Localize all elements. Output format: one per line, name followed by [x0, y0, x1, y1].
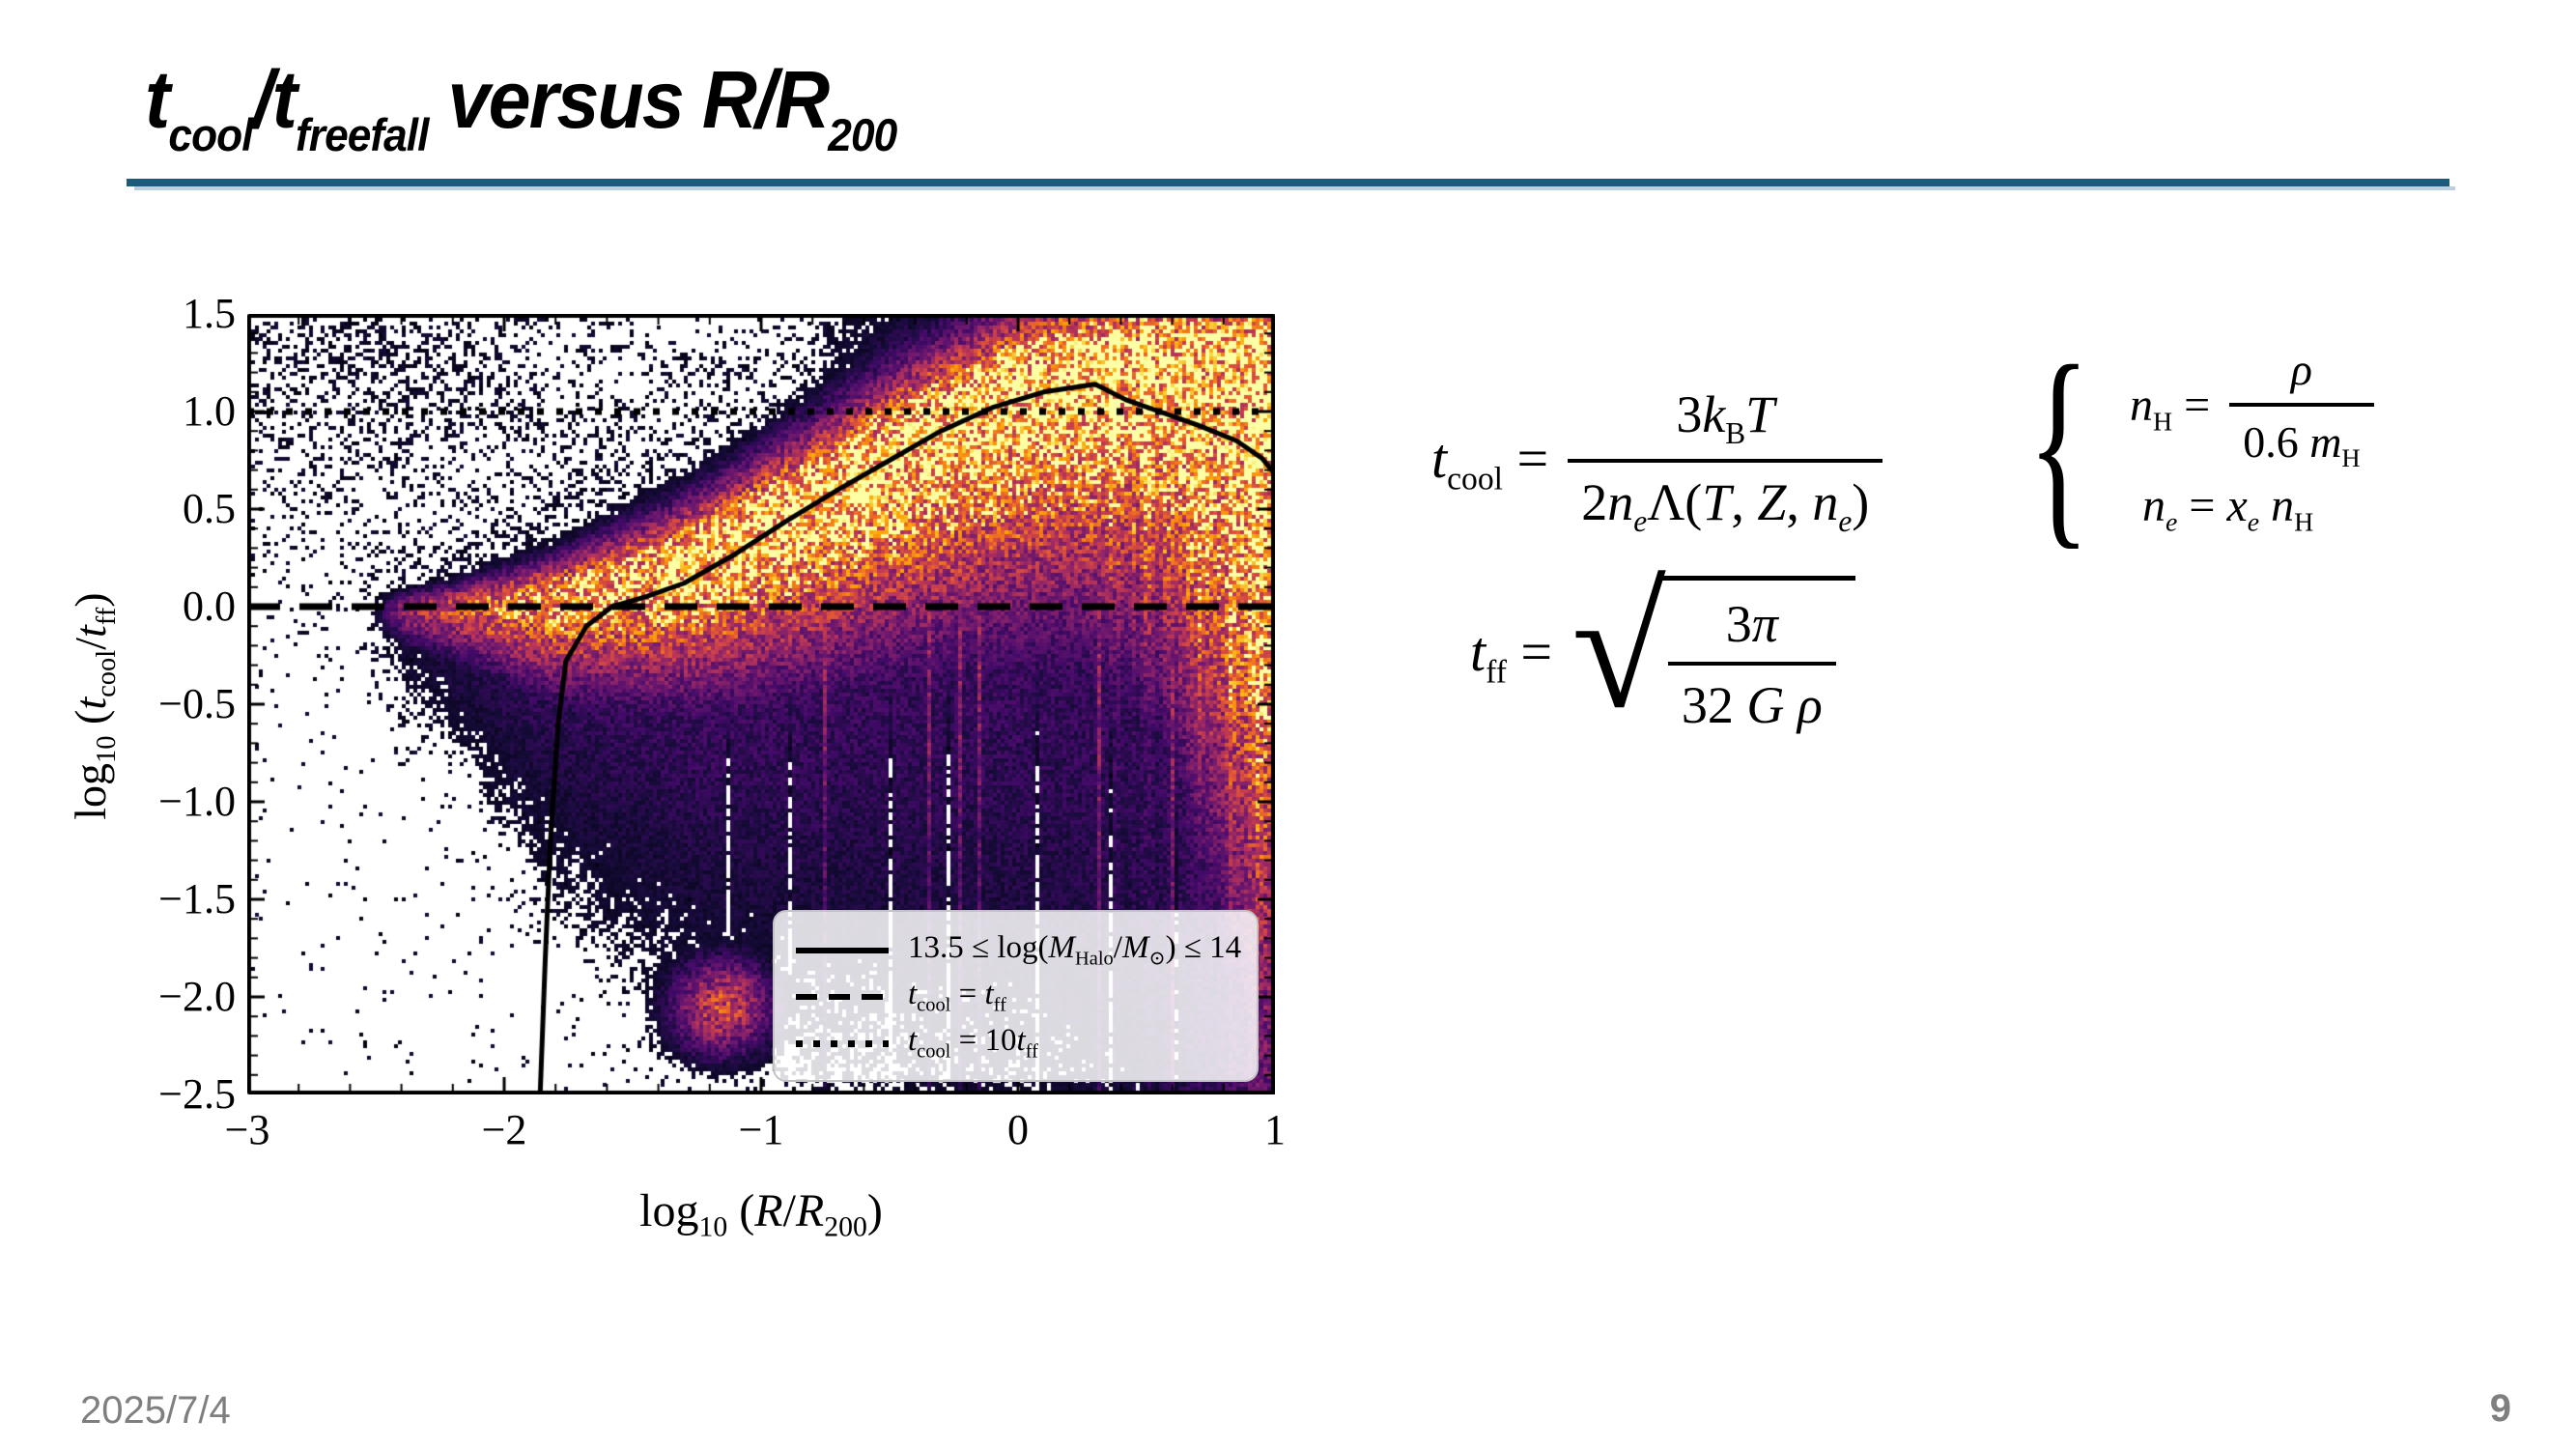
- tff-lhs: tff =: [1470, 620, 1553, 691]
- tcool-fraction: 3kBT 2neΛ(T, Z, ne): [1568, 384, 1883, 539]
- footer-date: 2025/7/4: [80, 1389, 231, 1432]
- tcool-numerator: 3kBT: [1676, 385, 1775, 450]
- brace-symbol: {: [2027, 321, 2090, 569]
- y-tick-label: −0.5: [158, 680, 236, 727]
- title-rule: [127, 179, 2449, 186]
- tff-fraction: 3π 32 G ρ: [1667, 594, 1836, 735]
- x-tick-label: −1: [738, 1106, 784, 1153]
- solid-line-icon: [796, 948, 889, 953]
- plot-legend: 13.5 ≤ log(MHalo/M⊙) ≤ 14 tcool = tff tc…: [773, 910, 1259, 1082]
- y-tick-label: 1.0: [183, 387, 236, 435]
- equation-ne: ne = xe nH: [2142, 479, 2333, 539]
- nH-numerator: ρ: [2290, 345, 2312, 394]
- y-tick-label: −1.5: [158, 875, 236, 923]
- tff-numerator: 3π: [1725, 595, 1778, 653]
- title-rule-shadow: [134, 186, 2455, 190]
- legend-entry-tcool-eq-10tff: tcool = 10tff: [796, 1020, 1257, 1066]
- slide-title: tcool/tfreefall versus R/R200: [145, 54, 897, 161]
- ne-line: ne = xe nH: [2142, 480, 2314, 538]
- legend-label: 13.5 ≤ log(MHalo/M⊙) ≤ 14: [908, 930, 1242, 970]
- x-tick-label: −2: [481, 1106, 527, 1153]
- equation-tff: tff = √ 3π 32 G ρ: [1470, 553, 1855, 744]
- footer-page-number: 9: [2489, 1387, 2511, 1430]
- y-tick-label: 0.5: [183, 485, 236, 532]
- nH-lhs: nH =: [2130, 380, 2211, 438]
- x-tick-label: 1: [1264, 1106, 1286, 1153]
- tcool-denominator: 2neΛ(T, Z, ne): [1568, 458, 1883, 539]
- legend-entry-tcool-eq-tff: tcool = tff: [796, 974, 1257, 1020]
- y-axis-label: log10 (tcool/tff): [65, 592, 123, 820]
- dashed-line-icon: [796, 994, 889, 1000]
- x-tick-label: 0: [1007, 1106, 1029, 1153]
- nH-denominator: 0.6 mH: [2229, 403, 2374, 473]
- y-tick-label: −2.5: [158, 1070, 236, 1118]
- y-tick-label: −1.0: [158, 778, 236, 825]
- tcool-lhs: tcool =: [1431, 426, 1549, 497]
- dotted-line-icon: [796, 1039, 889, 1047]
- y-tick-label: 0.0: [183, 582, 236, 630]
- legend-label: tcool = tff: [908, 977, 1006, 1016]
- square-root: √ 3π 32 G ρ: [1571, 553, 1855, 744]
- legend-entry-median: 13.5 ≤ log(MHalo/M⊙) ≤ 14: [796, 927, 1257, 974]
- radical-icon: √: [1571, 553, 1666, 744]
- equation-tcool: tcool = 3kBT 2neΛ(T, Z, ne): [1431, 384, 1883, 539]
- x-tick-label: −3: [224, 1106, 270, 1153]
- nH-fraction: ρ 0.6 mH: [2229, 344, 2374, 473]
- equation-nH: nH = ρ 0.6 mH: [2130, 344, 2374, 473]
- y-tick-label: 1.5: [183, 290, 236, 337]
- legend-label: tcool = 10tff: [908, 1023, 1038, 1063]
- sqrt-body: 3π 32 G ρ: [1656, 576, 1855, 735]
- tff-denominator: 32 G ρ: [1667, 662, 1836, 735]
- x-axis-label: log10 (R/R200): [639, 1185, 883, 1243]
- y-tick-label: −2.0: [158, 973, 236, 1020]
